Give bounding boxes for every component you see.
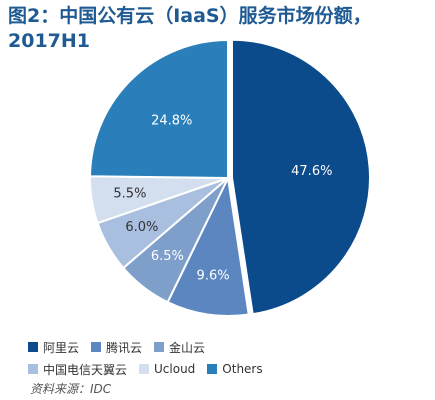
pie-slices bbox=[88, 38, 371, 317]
pie-data-label: 5.5% bbox=[113, 186, 146, 201]
legend-item: 金山云 bbox=[154, 339, 205, 356]
legend-swatch bbox=[91, 342, 102, 352]
legend-swatch bbox=[154, 342, 165, 352]
legend-label: 阿里云 bbox=[43, 340, 80, 355]
legend-swatch bbox=[139, 364, 150, 374]
legend-item: 腾讯云 bbox=[91, 339, 142, 356]
legend-item: Ucloud bbox=[139, 362, 195, 376]
legend-label: Others bbox=[222, 362, 263, 376]
legend-swatch bbox=[28, 364, 38, 374]
pie-data-label: 24.8% bbox=[151, 114, 192, 129]
legend-label: 金山云 bbox=[169, 340, 206, 355]
pie-data-label: 6.0% bbox=[125, 220, 158, 235]
legend-label: 中国电信天翼云 bbox=[43, 362, 128, 377]
pie-slice bbox=[230, 38, 371, 316]
legend-row-1: 阿里云 腾讯云 金山云 bbox=[28, 336, 428, 358]
pie-data-label: 47.6% bbox=[291, 164, 332, 179]
pie-data-labels: 47.6% 9.6% 6.5% 6.0% 5.5% 24.8% bbox=[113, 114, 332, 284]
legend-item: 阿里云 bbox=[28, 339, 79, 356]
pie-slice bbox=[88, 38, 229, 180]
legend-swatch bbox=[207, 364, 218, 374]
legend: 阿里云 腾讯云 金山云 中国电信天翼云 Ucloud Others bbox=[28, 336, 428, 380]
legend-swatch bbox=[28, 342, 38, 352]
pie-data-label: 6.5% bbox=[151, 249, 184, 264]
pie-slice bbox=[166, 174, 250, 317]
source-note: 资料来源：IDC bbox=[30, 382, 112, 396]
legend-item: 中国电信天翼云 bbox=[28, 361, 127, 378]
legend-item: Others bbox=[207, 362, 263, 376]
legend-label: Ucloud bbox=[154, 362, 196, 376]
legend-label: 腾讯云 bbox=[106, 340, 143, 355]
pie-data-label: 9.6% bbox=[197, 269, 230, 284]
chart-title: 图2：中国公有云（IaaS）服务市场份额， 2017H1 bbox=[8, 5, 372, 52]
legend-row-2: 中国电信天翼云 Ucloud Others bbox=[28, 358, 428, 380]
